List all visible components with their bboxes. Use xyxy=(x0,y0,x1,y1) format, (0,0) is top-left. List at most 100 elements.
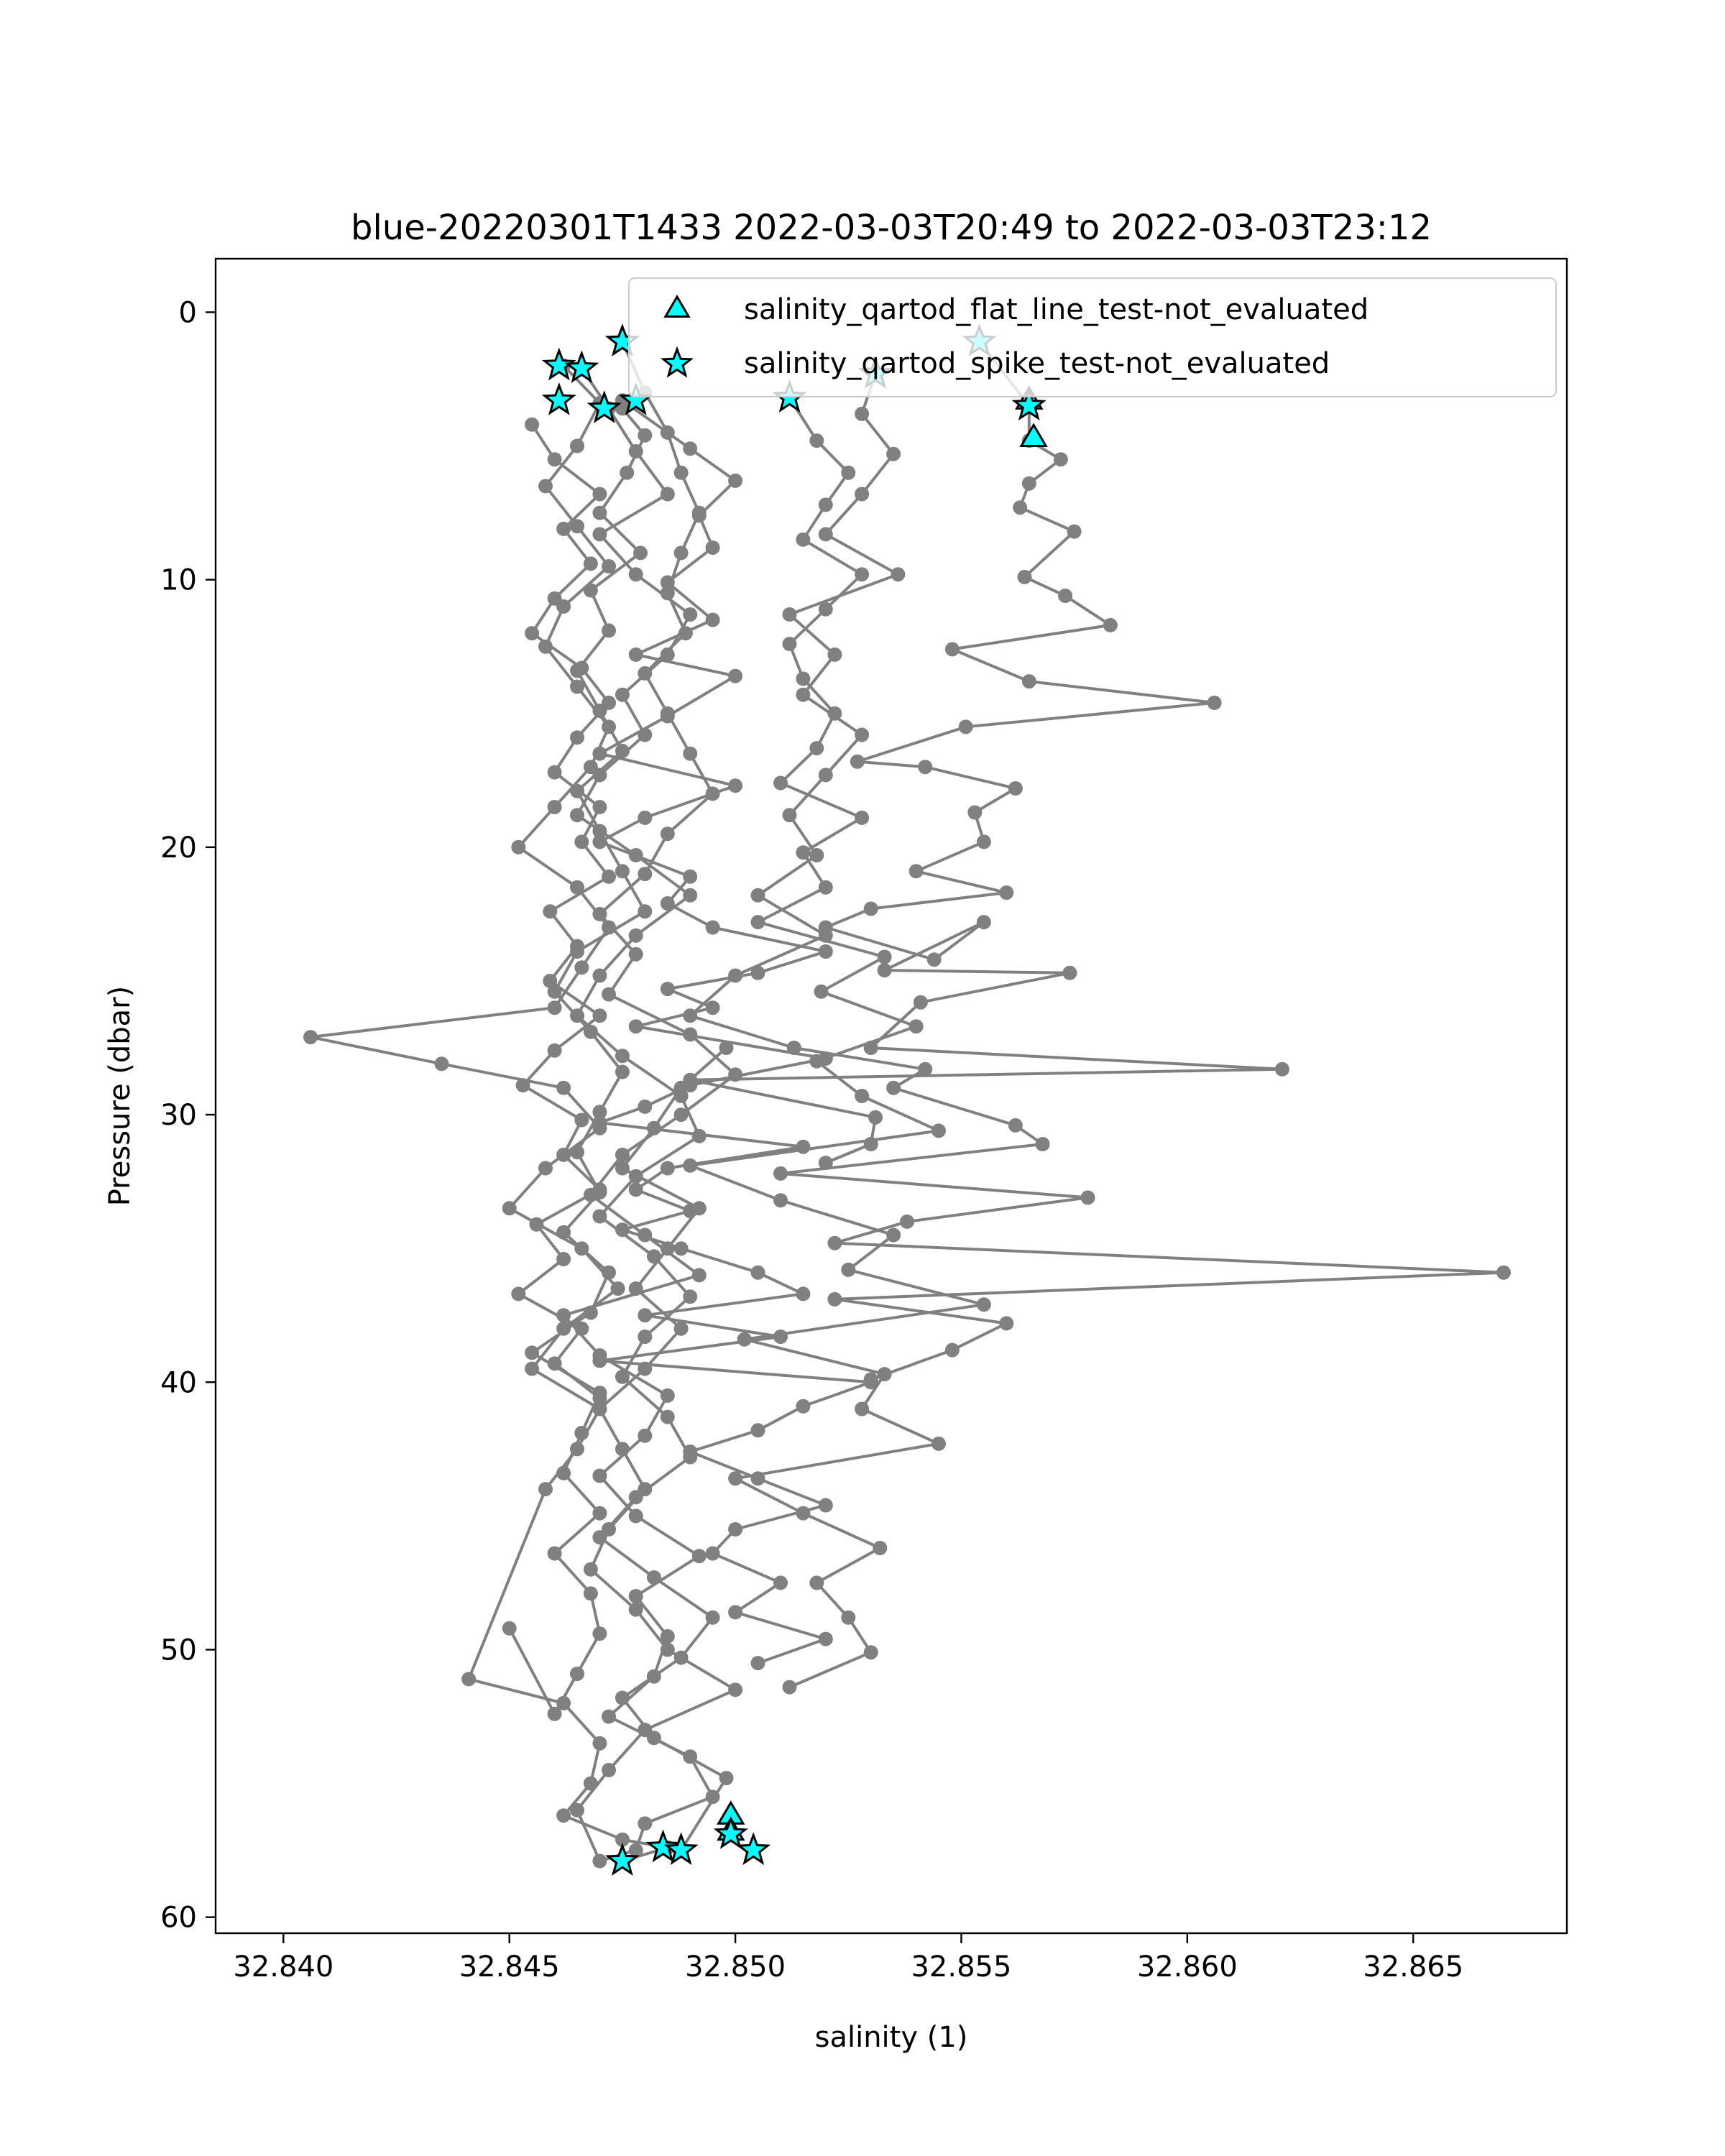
data-point xyxy=(592,1008,607,1023)
data-point xyxy=(705,920,720,935)
data-point xyxy=(547,1356,562,1371)
data-point xyxy=(556,1252,571,1266)
data-point xyxy=(638,1099,653,1114)
spike-flag-marker xyxy=(713,1816,748,1849)
spike-flag-marker xyxy=(663,1832,699,1866)
data-point xyxy=(782,1680,797,1695)
data-point xyxy=(773,1166,788,1181)
data-point xyxy=(705,1000,720,1015)
data-point xyxy=(719,1041,734,1055)
data-point xyxy=(574,1321,589,1336)
data-point xyxy=(1058,589,1073,603)
legend-label-flat-line: salinity_qartod_flat_line_test-not_evalu… xyxy=(744,293,1368,326)
data-point xyxy=(660,487,675,502)
legend-triangle-shape xyxy=(663,295,691,318)
data-point xyxy=(615,1369,630,1384)
data-point xyxy=(615,864,630,879)
data-point xyxy=(841,1262,856,1277)
data-point xyxy=(592,527,607,542)
data-point xyxy=(750,965,765,980)
data-point xyxy=(592,768,607,783)
data-point xyxy=(547,591,562,606)
plot-area xyxy=(303,323,1511,1876)
data-point xyxy=(547,1043,562,1058)
data-point xyxy=(673,545,689,561)
data-point xyxy=(773,775,788,791)
data-point xyxy=(570,1667,584,1681)
data-point xyxy=(638,1330,653,1344)
profile-line xyxy=(562,341,737,1863)
data-point xyxy=(525,626,540,641)
data-point xyxy=(855,567,870,582)
data-point xyxy=(502,1201,517,1216)
data-point xyxy=(303,1030,318,1045)
data-point xyxy=(602,1265,616,1280)
data-point xyxy=(628,1182,643,1197)
data-point xyxy=(773,1575,788,1590)
data-point xyxy=(615,1690,630,1705)
data-point xyxy=(547,800,562,814)
data-point xyxy=(602,559,616,573)
data-point xyxy=(461,1672,477,1687)
data-point xyxy=(570,880,584,895)
data-point xyxy=(1021,674,1036,689)
data-point xyxy=(583,556,598,571)
data-point xyxy=(1053,452,1068,467)
data-point xyxy=(615,1222,630,1238)
data-point xyxy=(615,1832,630,1847)
data-point xyxy=(750,1656,765,1671)
data-point xyxy=(570,808,584,823)
data-point xyxy=(583,1305,598,1320)
data-point xyxy=(592,1736,607,1751)
data-point xyxy=(511,839,526,854)
data-point xyxy=(976,1297,991,1312)
data-point xyxy=(511,1286,526,1302)
data-point xyxy=(827,647,842,662)
data-point xyxy=(583,1586,598,1601)
x-tick-label: 32.865 xyxy=(1363,1950,1463,1984)
data-point xyxy=(660,826,675,842)
data-point xyxy=(827,706,842,721)
y-tick-label: 0 xyxy=(179,296,197,329)
data-point xyxy=(855,1089,870,1103)
data-point xyxy=(796,1286,811,1302)
data-point xyxy=(818,768,833,783)
data-point xyxy=(886,1080,901,1095)
data-point xyxy=(547,1706,562,1721)
data-point xyxy=(592,968,607,983)
data-point xyxy=(900,1214,914,1229)
x-tick-label: 32.840 xyxy=(233,1950,334,1984)
data-point xyxy=(525,1345,540,1360)
data-point xyxy=(547,1000,562,1015)
data-point xyxy=(683,1158,698,1173)
data-point xyxy=(728,1682,743,1697)
data-point xyxy=(673,1241,689,1256)
data-point xyxy=(691,1268,707,1283)
data-point xyxy=(660,647,675,662)
data-point xyxy=(918,1061,933,1077)
data-point xyxy=(628,647,643,662)
data-point xyxy=(646,1249,661,1264)
data-point xyxy=(615,1064,630,1079)
y-tick-label: 20 xyxy=(160,831,197,865)
data-point xyxy=(683,1008,698,1023)
y-tick-label: 50 xyxy=(160,1634,197,1667)
data-point xyxy=(863,1372,878,1387)
data-point xyxy=(556,1080,571,1095)
data-point xyxy=(1207,695,1222,710)
data-point xyxy=(944,1342,960,1358)
data-point xyxy=(999,1316,1014,1331)
data-point xyxy=(628,928,643,943)
data-point xyxy=(873,1541,888,1555)
data-point xyxy=(592,487,607,502)
data-point xyxy=(750,1265,765,1280)
data-point xyxy=(932,1436,946,1451)
data-point xyxy=(602,987,616,1002)
data-point xyxy=(683,1289,698,1304)
data-point xyxy=(628,1490,643,1505)
data-point xyxy=(814,984,829,999)
data-point xyxy=(628,567,643,582)
data-point xyxy=(615,743,630,758)
data-point xyxy=(891,567,906,582)
data-point xyxy=(592,1105,607,1120)
